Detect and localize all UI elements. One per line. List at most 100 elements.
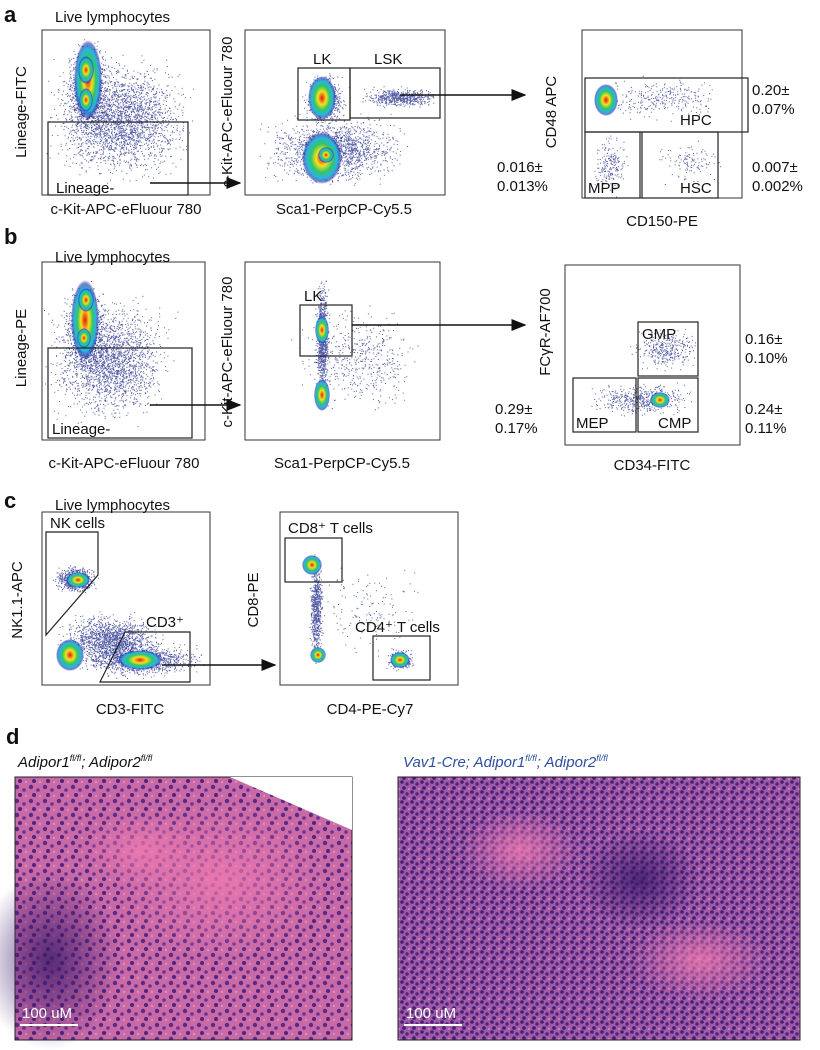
x-axis-label: CD34-FITC (614, 457, 691, 474)
x-axis-label: c-Kit-APC-eFluour 780 (49, 455, 200, 472)
density-core (79, 88, 93, 112)
density-core (56, 639, 84, 671)
gate-label: LSK (374, 51, 402, 68)
density-core (318, 147, 334, 163)
title-part: ; Adipor2 (537, 754, 597, 771)
density-core (78, 288, 94, 312)
title-part: Vav1-Cre; Adipor1 (403, 754, 525, 771)
panel-b: b Live lymphocytes Lineage-PE c-Kit-APC-… (4, 224, 788, 474)
x-axis-label: CD4-PE-Cy7 (327, 701, 414, 718)
panel-letter: c (4, 488, 16, 513)
tissue-region (630, 920, 770, 1000)
plot-frame (41, 261, 206, 441)
event-dots (57, 611, 165, 669)
gate-label: Lineage- (52, 421, 110, 438)
event-dots (630, 328, 696, 372)
image-title: Adipor1fl/fl; Adipor2fl/fl (17, 753, 153, 771)
panel-letter: d (6, 724, 19, 749)
gate-label: CMP (658, 415, 691, 432)
event-dots (362, 86, 435, 109)
density-core (594, 84, 618, 116)
event-dots (594, 135, 629, 198)
gate (637, 377, 699, 433)
event-dots (659, 140, 722, 189)
stat: 0.11% (745, 420, 786, 437)
panel-a: a Live lymphocytes Lineage-FITC c-Kit-AP… (4, 2, 803, 230)
stat: 0.16± (745, 331, 782, 348)
stat: 0.20± (752, 82, 789, 99)
density-core (118, 650, 162, 670)
title-part: fl/fl (525, 753, 538, 763)
x-axis-label: c-Kit-APC-eFluour 780 (51, 201, 202, 218)
stat: 0.07% (752, 101, 795, 118)
tissue-region (80, 810, 200, 890)
gate (372, 635, 431, 681)
gate-label: HPC (680, 112, 712, 129)
x-axis-label: CD150-PE (626, 213, 698, 230)
stat: 0.013% (497, 178, 548, 195)
gate (572, 377, 637, 433)
stat: 0.17% (495, 420, 538, 437)
plot-frame (244, 261, 441, 441)
density-core (302, 555, 322, 575)
y-axis-label: Lineage-FITC (13, 66, 30, 158)
plot-title: Live lymphocytes (55, 249, 170, 266)
plots (41, 29, 743, 686)
gate-label: GMP (642, 326, 676, 343)
tissue-region (0, 870, 120, 1050)
density-core (650, 392, 670, 408)
title-part: Adipor1 (17, 754, 70, 771)
panel-d: d Adipor1fl/fl; Adipor2fl/fl Vav1-Cre; A… (0, 724, 801, 1050)
tissue-region (580, 830, 700, 930)
plot-title: Live lymphocytes (55, 9, 170, 26)
event-dots (309, 554, 324, 664)
stat: 0.002% (752, 178, 803, 195)
gate (47, 121, 189, 196)
plot-frame (41, 29, 211, 196)
panel-letter: a (4, 2, 17, 27)
gate (99, 631, 191, 683)
gate-label: MEP (576, 415, 609, 432)
gate (641, 131, 719, 199)
gate (299, 304, 353, 357)
gate (637, 321, 699, 377)
density-core (66, 572, 90, 588)
gate (47, 347, 193, 439)
density-core (314, 379, 330, 411)
y-axis-label: Lineage-PE (13, 309, 30, 387)
x-axis-label: Sca1-PerpCP-Cy5.5 (274, 455, 410, 472)
y-axis-label: FCγR-AF700 (537, 288, 554, 376)
x-axis-label: CD3-FITC (96, 701, 164, 718)
plot-frame (279, 511, 459, 686)
gate (45, 531, 99, 637)
density-core (308, 76, 336, 120)
density-core (315, 316, 329, 344)
gate (284, 537, 343, 583)
scale-bar-label: 100 uM (406, 1005, 456, 1022)
y-axis-label: CD8-PE (245, 572, 262, 627)
gate-label: MPP (588, 180, 621, 197)
stat: 0.10% (745, 350, 788, 367)
density-core (78, 56, 94, 84)
stat: 0.007± (752, 159, 798, 176)
gate-label: CD4⁺ T cells (355, 619, 440, 636)
y-axis-label: CD48 APC (543, 76, 560, 149)
density-clouds (44, 39, 722, 679)
tissue-region (460, 810, 580, 890)
stat: 0.24± (745, 401, 782, 418)
density-core (77, 328, 91, 348)
density-core (310, 647, 326, 663)
gate (349, 67, 441, 119)
panel-letter: b (4, 224, 17, 249)
gate-label: HSC (680, 180, 712, 197)
gate-label: LK (313, 51, 331, 68)
plot-title: Live lymphocytes (55, 497, 170, 514)
panel-c: c Live lymphocytes NK1.1-APC CD3-FITC NK… (4, 488, 440, 718)
scale-bar-label: 100 uM (22, 1005, 72, 1022)
image-title: Vav1-Cre; Adipor1fl/fl; Adipor2fl/fl (403, 753, 609, 771)
event-dots (316, 567, 432, 657)
gate-label: LK (304, 288, 322, 305)
density-core (390, 652, 410, 668)
tissue-edge (230, 777, 352, 830)
title-part: ; Adipor2 (81, 754, 141, 771)
